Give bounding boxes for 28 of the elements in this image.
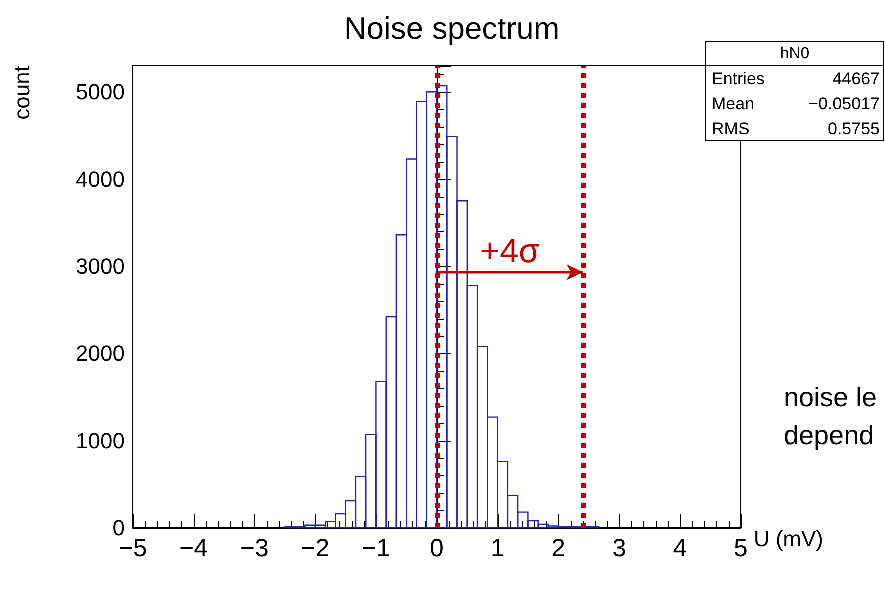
text: noise le bbox=[784, 382, 878, 412]
text: −0.05017 bbox=[808, 94, 880, 114]
x-tick-label: 4 bbox=[673, 534, 688, 562]
text: 0.5755 bbox=[828, 120, 880, 138]
annotation: Mean bbox=[712, 94, 755, 114]
x-tick-label: 5 bbox=[734, 534, 748, 562]
text: 44667 bbox=[832, 70, 880, 88]
x-tick-label: −3 bbox=[240, 534, 269, 562]
text: hN0 bbox=[780, 46, 810, 62]
x-axis-title: U (mV) bbox=[754, 526, 824, 552]
y-tick-label: 1000 bbox=[76, 428, 125, 454]
y-tick-label: 3000 bbox=[76, 254, 125, 279]
x-tick-label: −4 bbox=[180, 534, 208, 562]
chart-title: Noise spectrum bbox=[344, 11, 560, 46]
y-tick-label: 5000 bbox=[76, 80, 125, 105]
annotation: +4σ bbox=[480, 232, 540, 271]
x-tick-label: −1 bbox=[362, 534, 390, 562]
y-tick-label: 2000 bbox=[76, 341, 125, 366]
x-tick-label: 3 bbox=[612, 534, 626, 562]
annotation: RMS bbox=[712, 120, 750, 138]
y-axis-title: count bbox=[10, 66, 34, 120]
x-tick-label: 0 bbox=[430, 534, 444, 562]
text: depend bbox=[784, 420, 874, 450]
x-tick-label: 1 bbox=[490, 534, 505, 562]
x-tick-label: −2 bbox=[301, 534, 330, 562]
x-tick-label: 2 bbox=[552, 534, 566, 562]
y-tick-label: 4000 bbox=[76, 166, 125, 192]
annotation: Entries bbox=[712, 70, 765, 88]
